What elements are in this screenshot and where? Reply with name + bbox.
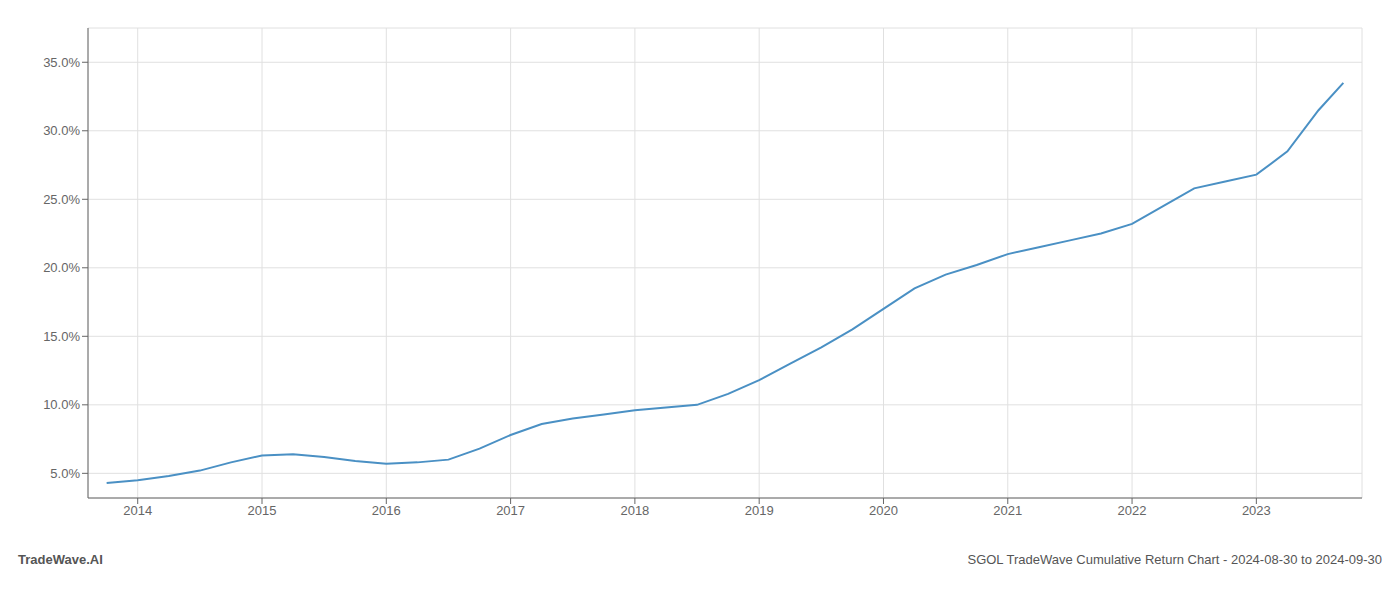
svg-text:10.0%: 10.0%: [43, 397, 80, 412]
svg-text:5.0%: 5.0%: [50, 466, 80, 481]
svg-text:2016: 2016: [372, 503, 401, 518]
svg-text:2023: 2023: [1242, 503, 1271, 518]
svg-text:2018: 2018: [620, 503, 649, 518]
html-text:SGOL TradeWave Cumulative Retu: SGOL TradeWave Cumulative Return Chart -…: [967, 552, 1382, 567]
svg-text:20.0%: 20.0%: [43, 260, 80, 275]
svg-text:2021: 2021: [993, 503, 1022, 518]
svg-text:2022: 2022: [1118, 503, 1147, 518]
svg-text:35.0%: 35.0%: [43, 55, 80, 70]
svg-text:15.0%: 15.0%: [43, 329, 80, 344]
svg-text:2015: 2015: [248, 503, 277, 518]
svg-text:2020: 2020: [869, 503, 898, 518]
svg-text:25.0%: 25.0%: [43, 192, 80, 207]
svg-text:30.0%: 30.0%: [43, 123, 80, 138]
svg-text:2014: 2014: [123, 503, 152, 518]
html-text:TradeWave.AI: TradeWave.AI: [18, 552, 103, 567]
svg-text:2019: 2019: [745, 503, 774, 518]
svg-text:2017: 2017: [496, 503, 525, 518]
